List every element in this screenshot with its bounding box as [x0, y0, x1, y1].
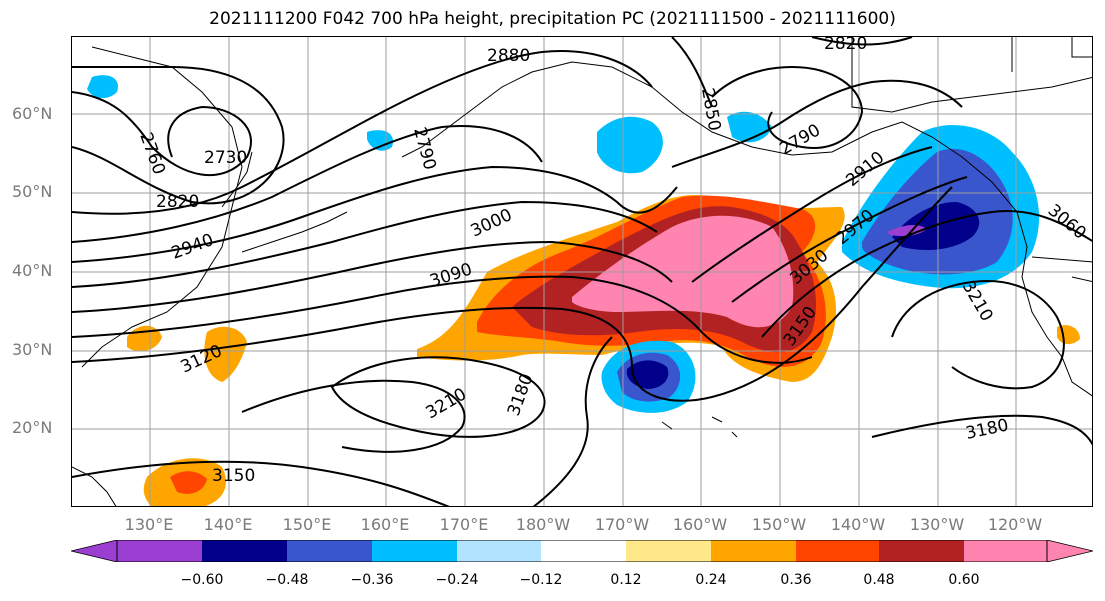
colorbar-tick-neg-0-36: −0.36	[350, 572, 394, 588]
colorbar-swatch-2	[202, 540, 287, 562]
colorbar-swatch-9	[796, 540, 879, 562]
colorbar-swatch-7	[626, 540, 711, 562]
map-gridlines	[72, 37, 1092, 506]
precip-negative-anomaly-shading	[842, 124, 1040, 289]
lon-label-140w: 140°W	[830, 515, 886, 534]
contour-label-3180-center: 3180	[504, 371, 538, 418]
contour-label-3210-east: 3210	[958, 278, 997, 325]
contour-label-3000: 3000	[468, 205, 516, 241]
contour-label-3060: 3060	[1044, 201, 1090, 244]
map-title: 2021111200 F042 700 hPa height, precipit…	[209, 9, 896, 29]
colorbar-swatch-6	[541, 540, 626, 562]
colorbar-swatch-3	[287, 540, 372, 562]
contour-label-2820-top: 2820	[824, 37, 867, 54]
colorbar-tick-neg-0-24: −0.24	[435, 572, 479, 588]
precip-negative-anomaly-low-shading	[601, 340, 696, 413]
lon-label-160e: 160°E	[360, 515, 410, 534]
contour-label-2940: 2940	[169, 230, 216, 264]
colorbar-swatch-1	[117, 540, 202, 562]
colorbar-tick-0-36: 0.36	[780, 572, 812, 588]
colorbar-tick-neg-0-48: −0.48	[265, 572, 309, 588]
lon-label-160w: 160°W	[672, 515, 728, 534]
colorbar	[71, 540, 1093, 562]
contour-label-3180-east: 3180	[964, 415, 1010, 444]
contour-label-2790-west: 2790	[409, 125, 440, 172]
colorbar-tick-neg-0-12: −0.12	[519, 572, 563, 588]
contour-label-3090: 3090	[427, 259, 474, 291]
lon-label-170w: 170°W	[594, 515, 650, 534]
colorbar-swatch-10	[879, 540, 964, 562]
lon-label-180w: 180°W	[515, 515, 571, 534]
lon-label-140e: 140°E	[203, 515, 253, 534]
lat-label-30n: 30°N	[12, 340, 53, 359]
map-panel: 2880 2820 2850 2790 2790 2760 2730 2820 …	[71, 36, 1093, 507]
lat-label-20n: 20°N	[12, 418, 53, 437]
contour-label-2820-west: 2820	[156, 192, 199, 212]
lon-label-120w: 120°W	[987, 515, 1043, 534]
colorbar-swatch-5	[457, 540, 541, 562]
colorbar-tick-0-48: 0.48	[863, 572, 895, 588]
colorbar-tick-0-60: 0.60	[948, 572, 980, 588]
height-contours	[72, 37, 1092, 506]
colorbar-swatch-11	[964, 540, 1047, 562]
contour-label-2730: 2730	[204, 148, 247, 168]
lat-label-40n: 40°N	[12, 261, 53, 280]
colorbar-border	[116, 540, 1048, 562]
contour-label-3150-south: 3150	[212, 466, 255, 486]
colorbar-swatch-4	[372, 540, 457, 562]
colorbar-swatch-8	[711, 540, 796, 562]
lon-label-170e: 170°E	[439, 515, 489, 534]
lat-label-60n: 60°N	[12, 104, 53, 123]
lon-label-150w: 150°W	[751, 515, 807, 534]
precip-positive-anomaly-shading	[417, 194, 845, 382]
colorbar-tick-0-12: 0.12	[610, 572, 642, 588]
contour-label-3210-west: 3210	[423, 384, 470, 423]
lon-label-130w: 130°W	[909, 515, 965, 534]
colorbar-swatch-above	[1046, 540, 1093, 562]
map-canvas: 2880 2820 2850 2790 2790 2760 2730 2820 …	[72, 37, 1092, 506]
colorbar-tick-neg-0-60: −0.60	[180, 572, 224, 588]
lon-label-150e: 150°E	[282, 515, 332, 534]
contour-label-2760: 2760	[135, 130, 169, 177]
colorbar-swatch-below	[71, 540, 118, 562]
colorbar-tick-0-24: 0.24	[695, 572, 727, 588]
contour-label-2880: 2880	[487, 46, 530, 66]
lat-label-50n: 50°N	[12, 182, 53, 201]
lon-label-130e: 130°E	[124, 515, 174, 534]
